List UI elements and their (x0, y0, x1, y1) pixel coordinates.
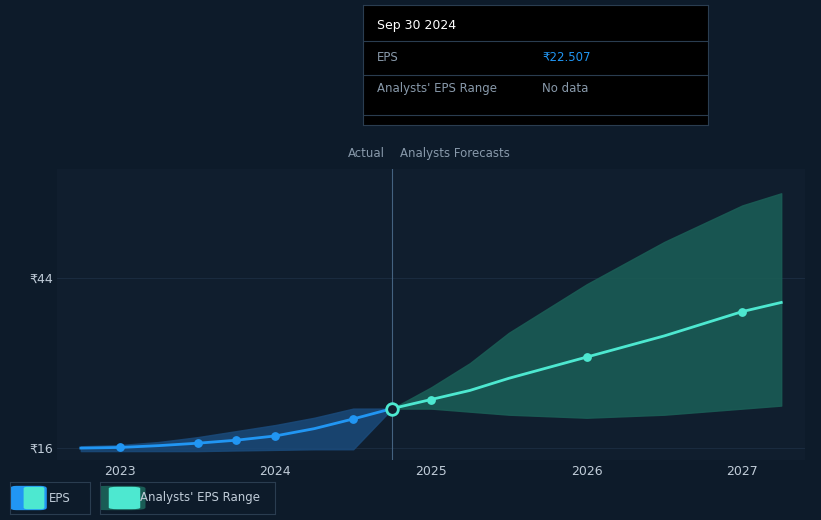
Text: ₹22.507: ₹22.507 (543, 50, 591, 63)
FancyBboxPatch shape (108, 487, 140, 509)
Text: EPS: EPS (377, 50, 398, 63)
Point (268, 432, 282, 440)
FancyBboxPatch shape (10, 486, 47, 510)
Text: EPS: EPS (48, 491, 70, 504)
Text: Analysts' EPS Range: Analysts' EPS Range (140, 491, 260, 504)
FancyBboxPatch shape (24, 487, 44, 509)
Point (386, 405, 399, 413)
Point (424, 395, 438, 404)
Point (113, 443, 126, 451)
Text: Analysts Forecasts: Analysts Forecasts (400, 147, 510, 160)
Text: Actual: Actual (347, 147, 385, 160)
Point (191, 439, 204, 447)
Text: Sep 30 2024: Sep 30 2024 (377, 19, 456, 32)
Text: Analysts' EPS Range: Analysts' EPS Range (377, 82, 497, 95)
Point (230, 436, 243, 444)
Point (736, 307, 749, 316)
Point (580, 353, 594, 361)
FancyBboxPatch shape (93, 486, 145, 510)
Text: No data: No data (543, 82, 589, 95)
Point (346, 415, 360, 423)
